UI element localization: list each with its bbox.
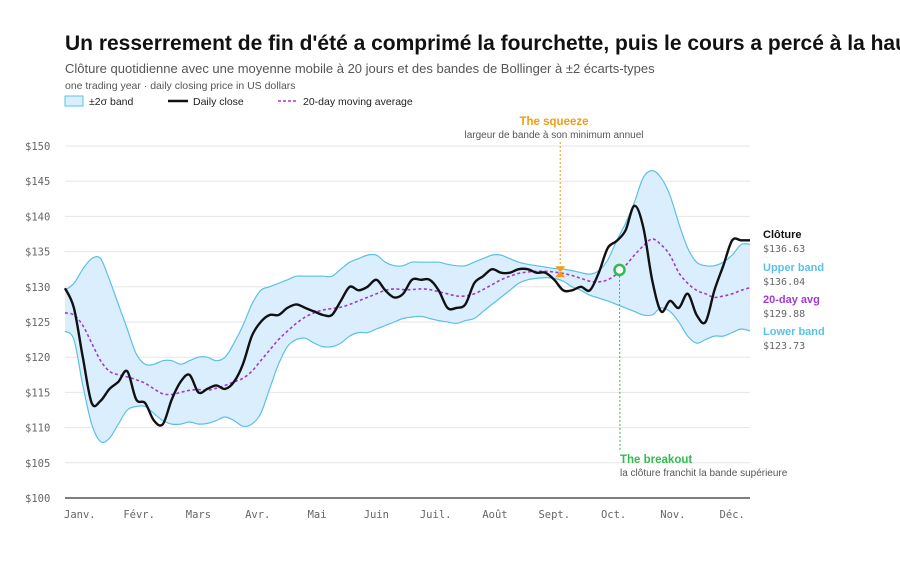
end-label-ma: 20-day avg bbox=[763, 294, 820, 306]
legend-ma-label: 20-day moving average bbox=[303, 96, 413, 108]
end-value-close: $136.63 bbox=[763, 244, 805, 255]
x-tick-label: Août bbox=[482, 509, 507, 521]
breakout-marker-icon bbox=[613, 263, 626, 277]
bollinger-band-area bbox=[65, 170, 750, 443]
end-label-close: Clôture bbox=[763, 229, 802, 241]
x-tick-label: Juil. bbox=[420, 509, 452, 521]
upper-band-line bbox=[64, 169, 751, 366]
y-tick-label: $120 bbox=[25, 352, 50, 364]
end-labels: Clôture $136.63 Upper band $136.04 20-da… bbox=[763, 229, 825, 352]
breakout-subtitle: la clôture franchit la bande supérieure bbox=[620, 468, 788, 479]
end-label-lower: Lower band bbox=[763, 326, 825, 338]
y-tick-label: $110 bbox=[25, 423, 50, 435]
lower-band-line bbox=[64, 276, 751, 444]
y-tick-label: $145 bbox=[25, 176, 50, 188]
legend: ±2σ band Daily close 20-day moving avera… bbox=[64, 95, 413, 108]
x-tick-label: Juin bbox=[364, 509, 389, 521]
legend-band-swatch bbox=[64, 95, 84, 107]
x-tick-label: Janv. bbox=[64, 509, 96, 521]
x-tick-label: Nov. bbox=[660, 509, 685, 521]
x-tick-label: Mai bbox=[308, 509, 327, 521]
squeeze-title: The squeeze bbox=[519, 116, 588, 128]
legend-close-label: Daily close bbox=[193, 96, 244, 108]
end-value-lower: $123.73 bbox=[763, 341, 805, 352]
end-label-upper: Upper band bbox=[763, 262, 824, 274]
x-tick-label: Mars bbox=[186, 509, 211, 521]
y-tick-label: $100 bbox=[25, 493, 50, 505]
chart-subtitle: Clôture quotidienne avec une moyenne mob… bbox=[65, 61, 655, 76]
y-tick-label: $135 bbox=[25, 247, 50, 259]
y-tick-label: $115 bbox=[25, 387, 50, 399]
daily-close-line bbox=[63, 204, 750, 427]
y-tick-label: $140 bbox=[25, 211, 50, 223]
x-tick-label: Avr. bbox=[245, 509, 270, 521]
squeeze-annotation: The squeeze largeur de bande à son minim… bbox=[465, 116, 644, 278]
chart-caption: one trading year · daily closing price i… bbox=[65, 80, 296, 92]
end-value-upper: $136.04 bbox=[763, 277, 805, 288]
y-axis-ticks: $100 $105 $110 $115 $120 $125 $130 $135 $140 $145… bbox=[25, 141, 50, 505]
breakout-annotation: The breakout la clôture franchit la band… bbox=[613, 263, 788, 479]
breakout-title: The breakout bbox=[620, 454, 692, 466]
legend-band-label: ±2σ band bbox=[89, 96, 134, 108]
x-axis-ticks: Janv. Févr. Mars Avr. Mai Juin Juil. Août Sept. O… bbox=[64, 509, 745, 521]
squeeze-marker-icon bbox=[555, 266, 566, 278]
chart-title: Un resserrement de fin d'été a comprimé … bbox=[65, 32, 900, 55]
end-value-ma: $129.88 bbox=[763, 309, 805, 320]
squeeze-subtitle: largeur de bande à son minimum annuel bbox=[465, 130, 644, 141]
x-tick-label: Oct. bbox=[601, 509, 626, 521]
x-tick-label: Févr. bbox=[123, 509, 155, 521]
y-tick-label: $130 bbox=[25, 282, 50, 294]
y-tick-label: $105 bbox=[25, 458, 50, 470]
y-tick-label: $125 bbox=[25, 317, 50, 329]
y-tick-label: $150 bbox=[25, 141, 50, 153]
x-tick-label: Sept. bbox=[538, 509, 570, 521]
x-tick-label: Déc. bbox=[720, 509, 745, 521]
